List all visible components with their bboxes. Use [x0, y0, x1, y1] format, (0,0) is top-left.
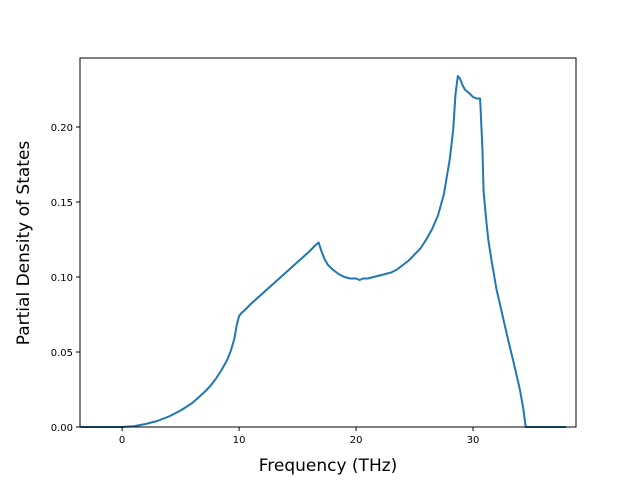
y-tick-label: 0.10 [51, 273, 73, 284]
y-tick-label: 0.20 [51, 123, 73, 134]
x-tick-label: 0 [119, 435, 125, 446]
x-tick-label: 10 [233, 435, 246, 446]
plot-area: 0 10 20 30 0.00 0.05 0.10 0.15 0.20 [51, 57, 577, 446]
y-axis-label: Partial Density of States [14, 141, 34, 346]
x-axis-label: Frequency (THz) [259, 456, 398, 476]
y-tick-label: 0.00 [51, 423, 73, 434]
axes-frame [79, 57, 577, 428]
y-tick-label: 0.15 [51, 198, 73, 209]
series-line-0 [80, 75, 567, 428]
y-tick-label: 0.05 [51, 348, 73, 359]
x-tick-label: 30 [467, 435, 480, 446]
x-tick-label: 20 [350, 435, 363, 446]
